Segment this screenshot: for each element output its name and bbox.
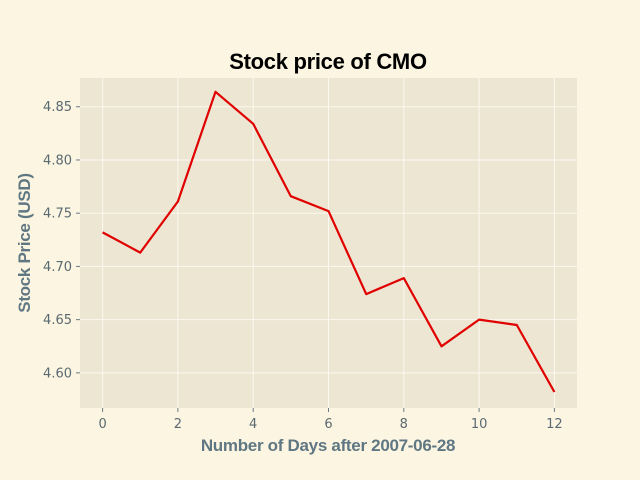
x-tick-label: 8 [400,417,408,432]
x-tick-label: 12 [546,417,563,432]
y-tick-label: 4.75 [43,207,72,222]
y-tick-label: 4.70 [43,260,72,275]
x-tick-label: 6 [324,417,332,432]
x-axis: 0 2 4 6 8 10 12 [98,408,563,432]
chart-title: Stock price of CMO [229,49,427,74]
x-tick-label: 0 [98,417,106,432]
x-tick-label: 2 [174,417,182,432]
x-axis-label: Number of Days after 2007-06-28 [201,436,455,455]
y-tick-label: 4.60 [43,366,72,381]
y-axis: 4.60 4.65 4.70 4.75 4.80 4.85 [43,100,80,381]
series-line [102,90,556,393]
x-tick-label: 10 [471,417,488,432]
y-axis-label: Stock Price (USD) [15,173,34,312]
y-tick-label: 4.65 [43,313,72,328]
x-tick-label: 4 [249,417,257,432]
y-tick-label: 4.85 [43,100,72,115]
y-tick-label: 4.80 [43,153,72,168]
